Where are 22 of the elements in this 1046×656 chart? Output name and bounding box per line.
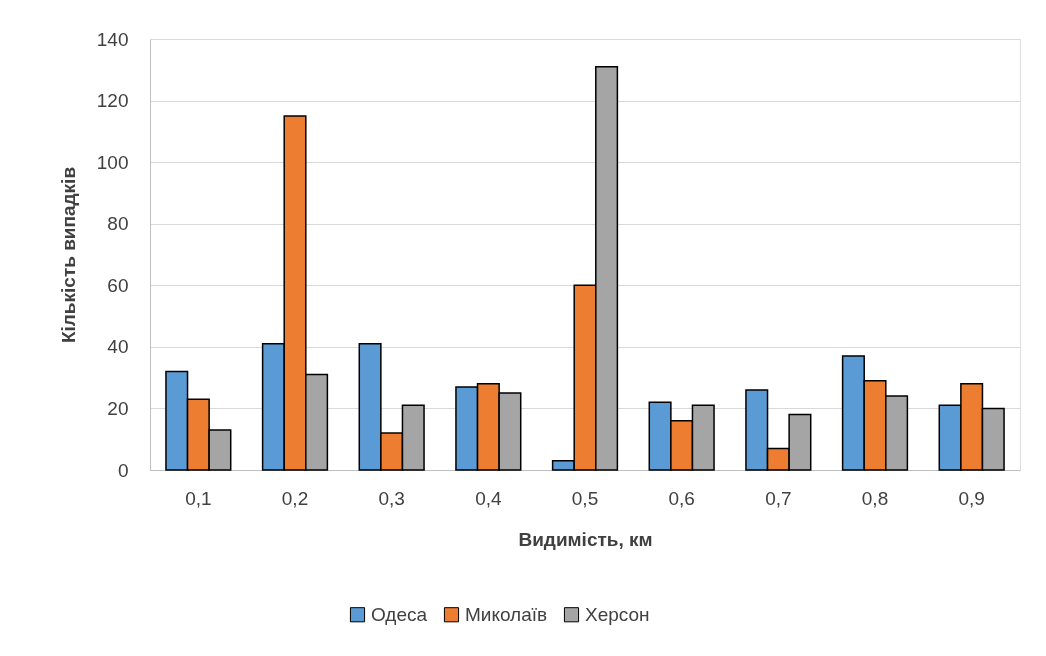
y-tick-label: 140	[96, 28, 129, 50]
y-tick-label: 60	[107, 274, 129, 296]
legend-label: Херсон	[585, 603, 650, 625]
x-tick-label: 0,6	[668, 487, 695, 509]
x-axis-title: Видимість, км	[518, 528, 653, 550]
x-tick-label: 0,9	[958, 487, 985, 509]
x-tick-label: 0,7	[765, 487, 792, 509]
legend-label: Миколаїв	[465, 603, 548, 625]
y-tick-label: 40	[107, 336, 129, 358]
y-tick-label: 0	[117, 459, 129, 481]
y-tick-label: 120	[96, 90, 129, 112]
x-tick-label: 0,5	[571, 487, 599, 509]
y-tick-label: 100	[96, 151, 129, 173]
legend-label: Одеса	[371, 603, 428, 625]
x-tick-label: 0,3	[378, 487, 405, 509]
x-tick-label: 0,2	[281, 487, 309, 509]
x-tick-label: 0,8	[861, 487, 889, 509]
y-axis-title: Кількість випадків	[57, 166, 79, 344]
y-tick-label: 80	[107, 213, 129, 235]
y-tick-label: 20	[107, 397, 129, 419]
x-tick-label: 0,4	[475, 487, 502, 509]
x-tick-label: 0,1	[185, 487, 212, 509]
